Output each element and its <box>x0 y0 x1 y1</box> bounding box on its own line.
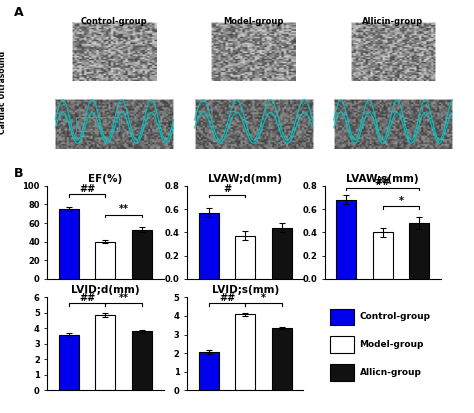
Bar <box>235 236 255 279</box>
Text: Model-group: Model-group <box>359 340 424 349</box>
Bar <box>409 223 429 279</box>
Text: *: * <box>261 293 266 303</box>
Text: B: B <box>14 167 24 180</box>
Bar <box>95 242 116 279</box>
Text: Cardiac Ultrasound: Cardiac Ultrasound <box>0 51 7 135</box>
Bar <box>351 21 435 81</box>
Text: Model-group: Model-group <box>223 17 284 26</box>
Bar <box>330 336 354 353</box>
Title: LVAW;s(mm): LVAW;s(mm) <box>346 174 419 184</box>
Title: EF(%): EF(%) <box>88 174 123 184</box>
Text: Control-group: Control-group <box>81 17 148 26</box>
Bar <box>272 228 292 279</box>
Text: Control-group: Control-group <box>359 312 430 321</box>
Bar <box>199 213 219 279</box>
Bar <box>132 331 152 390</box>
Text: ##: ## <box>374 178 391 188</box>
Text: A: A <box>14 6 24 19</box>
Text: Allicin-group: Allicin-group <box>362 17 423 26</box>
Bar <box>373 232 393 279</box>
Title: LVID;d(mm): LVID;d(mm) <box>71 285 140 295</box>
Text: ##: ## <box>219 293 235 303</box>
Bar <box>272 328 292 390</box>
Bar <box>330 364 354 381</box>
Text: *: * <box>399 196 403 206</box>
Text: **: ** <box>118 204 128 214</box>
Title: LVID;s(mm): LVID;s(mm) <box>212 285 279 295</box>
Bar <box>76 117 118 131</box>
Text: ##: ## <box>79 293 95 303</box>
Bar <box>59 335 79 390</box>
Text: Allicn-group: Allicn-group <box>359 368 421 377</box>
Title: LVAW;d(mm): LVAW;d(mm) <box>208 174 283 184</box>
Bar <box>72 21 156 81</box>
Bar <box>199 352 219 390</box>
Text: #: # <box>223 184 231 195</box>
Bar <box>334 99 452 149</box>
Bar <box>337 200 356 279</box>
Text: **: ** <box>118 293 128 303</box>
Bar <box>235 314 255 390</box>
Bar <box>55 99 173 149</box>
Bar <box>194 99 313 149</box>
Bar <box>211 21 296 81</box>
Text: ##: ## <box>79 184 95 194</box>
Bar <box>59 209 79 279</box>
Bar <box>95 315 116 390</box>
Bar <box>330 309 354 325</box>
Bar <box>132 230 152 279</box>
